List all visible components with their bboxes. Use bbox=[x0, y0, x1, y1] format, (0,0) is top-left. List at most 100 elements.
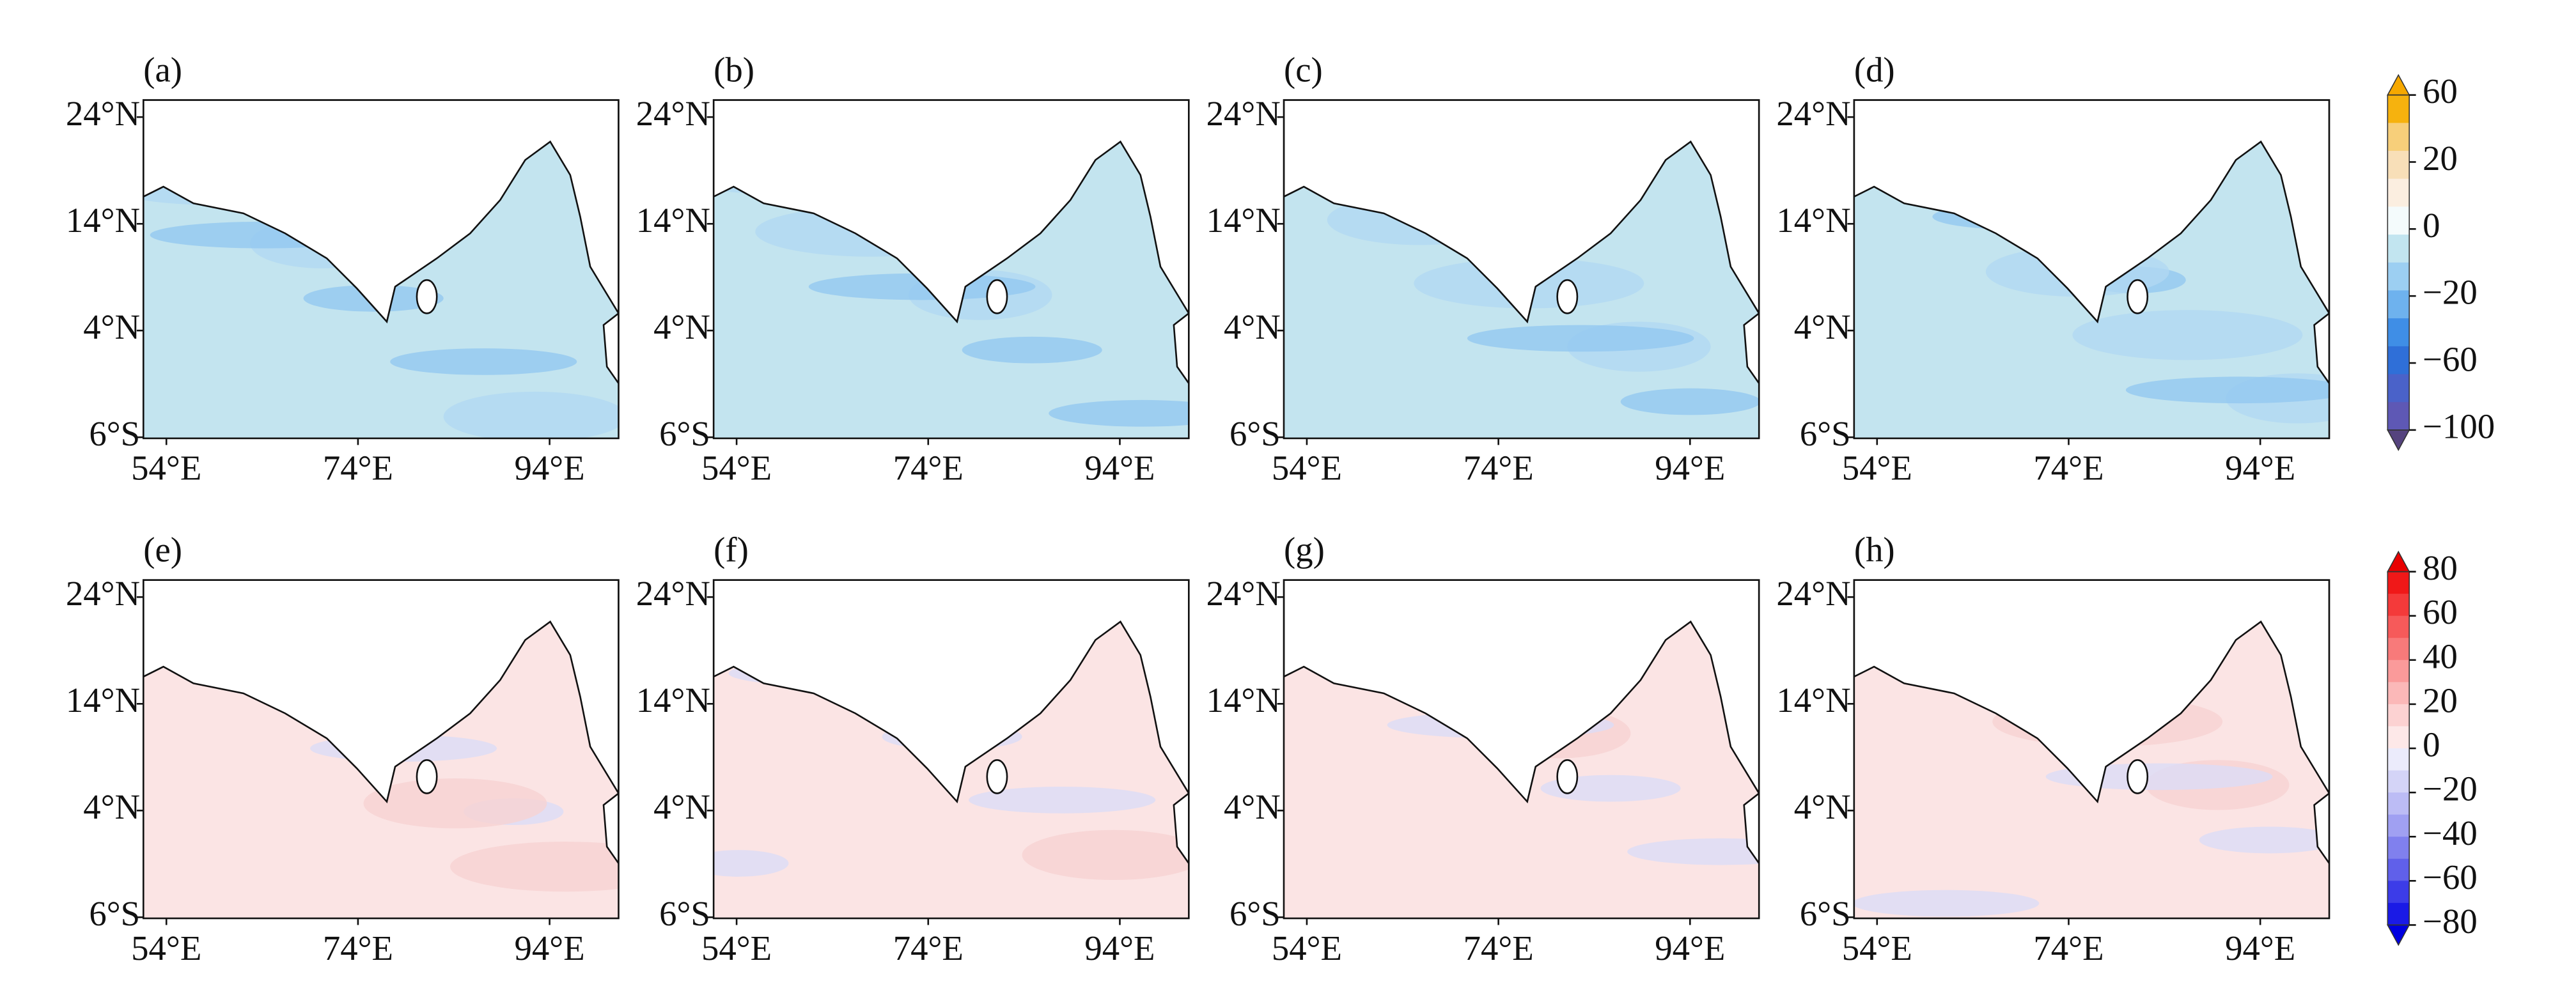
colorbar-tick-label: 60 bbox=[2423, 72, 2458, 111]
y-tick-label: 14°N bbox=[1776, 201, 1850, 240]
y-tick-label: 24°N bbox=[1206, 574, 1281, 613]
y-tick-label: 4°N bbox=[83, 307, 140, 346]
map-panel bbox=[1283, 580, 1760, 919]
y-tick-label: 4°N bbox=[653, 787, 710, 826]
sri-lanka bbox=[1556, 279, 1579, 314]
map-panel bbox=[143, 580, 619, 919]
y-tick-label: 4°N bbox=[1794, 787, 1851, 826]
colorbar-segment bbox=[2387, 262, 2410, 291]
map-frame bbox=[142, 99, 620, 440]
x-tick-label: 54°E bbox=[1842, 929, 1912, 968]
colorbar-segment bbox=[2387, 704, 2410, 727]
map-panel bbox=[714, 580, 1189, 919]
x-tick-label: 54°E bbox=[1272, 449, 1342, 488]
field-blob bbox=[714, 850, 789, 877]
land bbox=[1854, 580, 2330, 804]
colorbar-segment bbox=[2387, 770, 2410, 793]
field-blob bbox=[1022, 829, 1189, 881]
colorbar-segment bbox=[2387, 151, 2410, 180]
map-frame bbox=[712, 579, 1190, 920]
colorbar-segment bbox=[2387, 402, 2410, 431]
y-tick-label: 6°S bbox=[659, 894, 710, 933]
colorbar-segment bbox=[2387, 290, 2410, 319]
land bbox=[602, 312, 619, 385]
x-tick-label: 94°E bbox=[1084, 449, 1155, 488]
y-tick-label: 6°S bbox=[1229, 414, 1281, 453]
sri-lanka bbox=[416, 759, 438, 794]
sri-lanka bbox=[2127, 279, 2149, 314]
panel-label: (a) bbox=[143, 50, 182, 89]
y-tick-label: 6°S bbox=[1800, 894, 1851, 933]
colorbar-tick-label: −40 bbox=[2423, 814, 2478, 852]
panel-label: (h) bbox=[1854, 530, 1895, 569]
field-blob bbox=[808, 273, 1036, 300]
land bbox=[1173, 312, 1189, 385]
x-tick-label: 74°E bbox=[893, 929, 964, 968]
land bbox=[714, 100, 1189, 324]
land bbox=[1173, 792, 1189, 865]
colorbar-segment bbox=[2387, 318, 2410, 347]
colorbar-tick-label: −20 bbox=[2423, 273, 2478, 312]
map-panel bbox=[714, 100, 1189, 438]
x-tick-label: 54°E bbox=[701, 449, 772, 488]
x-tick-label: 94°E bbox=[515, 449, 585, 488]
y-tick-label: 14°N bbox=[66, 201, 140, 240]
colorbar-tick-label: 60 bbox=[2423, 592, 2458, 631]
x-tick-label: 54°E bbox=[701, 929, 772, 968]
field-blob bbox=[450, 842, 619, 892]
y-tick-label: 14°N bbox=[1206, 681, 1281, 720]
y-tick-label: 6°S bbox=[659, 414, 710, 453]
colorbar-segment bbox=[2387, 571, 2410, 594]
map-frame bbox=[1283, 579, 1760, 920]
panel-label: (f) bbox=[714, 530, 749, 569]
x-tick-label: 94°E bbox=[1655, 929, 1725, 968]
map-panel bbox=[143, 100, 619, 438]
map-frame bbox=[1853, 99, 2330, 440]
field-blob bbox=[2072, 310, 2303, 360]
y-tick-label: 6°S bbox=[89, 894, 140, 933]
x-tick-label: 94°E bbox=[2225, 929, 2295, 968]
colorbar-tick-label: −20 bbox=[2423, 769, 2478, 808]
x-tick-label: 94°E bbox=[1084, 929, 1155, 968]
colorbar-segment bbox=[2387, 748, 2410, 771]
x-tick-label: 74°E bbox=[2033, 929, 2104, 968]
colorbar-segment bbox=[2387, 178, 2410, 208]
y-tick-label: 24°N bbox=[66, 94, 140, 133]
land bbox=[1743, 312, 1760, 385]
colorbar-tick-label: 40 bbox=[2423, 636, 2458, 675]
colorbar-segment bbox=[2387, 858, 2410, 882]
colorbar-segment bbox=[2387, 837, 2410, 860]
panel-label: (b) bbox=[714, 50, 754, 89]
panel-label: (e) bbox=[143, 530, 182, 569]
colorbar-frame bbox=[2387, 94, 2410, 431]
y-tick-label: 24°N bbox=[636, 574, 710, 613]
land bbox=[714, 580, 1189, 804]
land bbox=[1283, 580, 1760, 804]
land bbox=[2313, 792, 2330, 865]
x-tick-label: 74°E bbox=[1464, 449, 1534, 488]
x-tick-label: 94°E bbox=[1655, 449, 1725, 488]
x-tick-label: 74°E bbox=[893, 449, 964, 488]
colorbar-tick-label: −60 bbox=[2423, 340, 2478, 379]
colorbar-segment bbox=[2387, 594, 2410, 617]
colorbar-tick-label: −60 bbox=[2423, 858, 2478, 897]
colorbar-tick-label: −80 bbox=[2423, 902, 2478, 941]
y-tick-label: 4°N bbox=[653, 307, 710, 346]
colorbar-segment bbox=[2387, 638, 2410, 661]
land bbox=[143, 580, 619, 804]
land bbox=[1743, 792, 1760, 865]
land bbox=[143, 100, 619, 324]
y-tick-label: 14°N bbox=[636, 681, 710, 720]
panel-label: (d) bbox=[1854, 50, 1895, 89]
field-blob bbox=[390, 348, 577, 375]
land bbox=[1283, 100, 1760, 324]
colorbar-segment bbox=[2387, 123, 2410, 151]
panel-label: (g) bbox=[1284, 530, 1325, 569]
land bbox=[1854, 100, 2330, 324]
y-tick-label: 6°S bbox=[1229, 894, 1281, 933]
y-tick-label: 6°S bbox=[1800, 414, 1851, 453]
y-tick-label: 14°N bbox=[66, 681, 140, 720]
field-blob bbox=[1467, 325, 1694, 352]
colorbar-segment bbox=[2387, 374, 2410, 403]
